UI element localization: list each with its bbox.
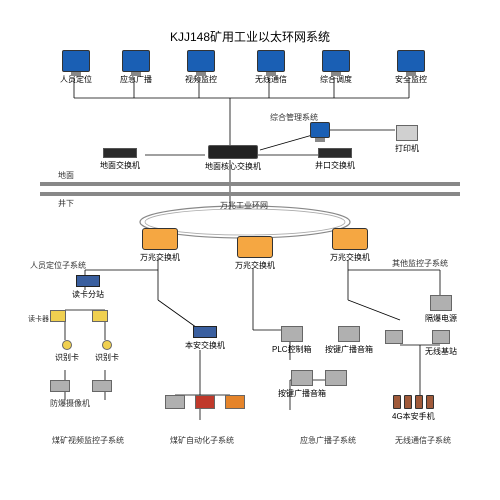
underground-label: 井下 [58,198,74,209]
base-icon [385,330,403,344]
camera-2 [92,380,112,392]
surface-switch-1: 地面交换机 [100,148,140,171]
camera-icon [50,380,70,392]
speaker-1: 按键广播音箱 [325,326,373,355]
speaker-icon [291,370,313,386]
device-icon [225,395,245,409]
monitor-icon [310,122,330,138]
speaker-icon [338,326,360,342]
card-reader-label: 读卡器 [28,314,49,324]
switch-orange-icon [332,228,368,250]
power-box: 隔爆电源 [425,295,457,324]
monitor-video: 视频监控 [185,50,217,85]
plc-box: PLC控制箱 [272,326,312,355]
printer-icon [396,125,418,141]
monitor-icon [187,50,215,72]
plc-icon [281,326,303,342]
server-icon [208,145,258,159]
card-reader-1 [50,310,66,322]
diagram-title: KJJ148矿用工业以太环网系统 [0,28,500,45]
phone-icon [393,395,401,409]
divider-bottom [40,192,460,196]
switch-blue-icon [193,326,217,338]
switch-icon [318,148,352,158]
auto-dev-1 [165,395,185,409]
base-2: 无线基站 [425,330,457,357]
monitor-icon [62,50,90,72]
mgmt-pc [310,122,330,138]
ring-switch-2: 万兆交换机 [235,236,275,271]
tag-icon [62,340,72,350]
switch-icon [103,148,137,158]
monitor-safety: 安全监控 [395,50,427,85]
id-card-2: 识别卡 [95,340,119,363]
left-title: 人员定位子系统 [30,260,86,271]
monitor-wireless: 无线通信 [255,50,287,85]
surface-switch-2: 井口交换机 [315,148,355,171]
device-icon [165,395,185,409]
camera-1 [50,380,70,392]
right-title: 其他监控子系统 [392,258,448,269]
reader-station: 读卡分站 [72,275,104,300]
monitor-broadcast: 应急广播 [120,50,152,85]
card-reader-2 [92,310,108,322]
monitor-dispatch: 综合调度 [320,50,352,85]
monitor-icon [122,50,150,72]
power-icon [430,295,452,311]
camera-icon [92,380,112,392]
monitor-icon [322,50,350,72]
ring-label: 万兆工业环网 [220,200,268,211]
center-right-footer: 应急广播子系统 [300,435,356,446]
printer: 打印机 [395,125,419,154]
speaker-2: 按键广播音箱 [278,370,326,399]
base-icon [432,330,450,344]
auto-dev-3 [225,395,245,409]
safe-switch: 本安交换机 [185,326,225,351]
center-left-footer: 煤矿自动化子系统 [170,435,234,446]
right-footer: 无线通信子系统 [395,435,451,446]
speaker-icon [325,370,347,386]
speaker-3 [325,370,347,386]
tag-icon [102,340,112,350]
phone-icon [404,395,412,409]
divider-top [40,182,460,186]
left-footer: 煤矿视频监控子系统 [52,435,124,446]
phones: 4G本安手机 [392,395,435,422]
base-1 [385,330,403,344]
reader-box-icon [50,310,66,322]
monitor-personnel: 人员定位 [60,50,92,85]
reader-icon [76,275,100,287]
device-icon [195,395,215,409]
switch-orange-icon [237,236,273,258]
auto-dev-2 [195,395,215,409]
core-switch: 地面核心交换机 [205,145,261,172]
switch-orange-icon [142,228,178,250]
surface-label: 地面 [58,170,74,181]
ring-switch-1: 万兆交换机 [140,228,180,263]
phone-icon [426,395,434,409]
monitor-icon [397,50,425,72]
phone-row [393,395,434,409]
monitor-icon [257,50,285,72]
phone-icon [415,395,423,409]
reader-box-icon [92,310,108,322]
id-card-1: 识别卡 [55,340,79,363]
ring-switch-3: 万兆交换机 [330,228,370,263]
camera-label: 防爆摄像机 [50,398,90,409]
